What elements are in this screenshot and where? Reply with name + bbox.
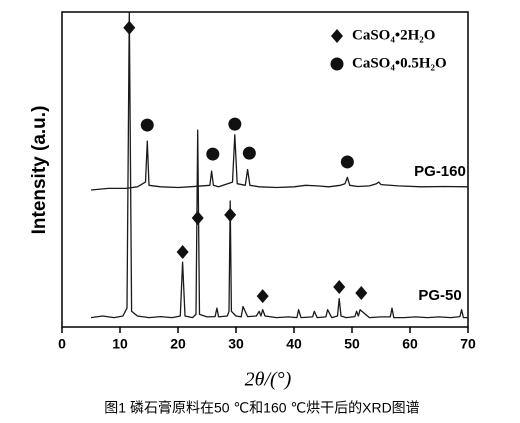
circle-marker [206,147,220,161]
circle-marker [242,146,256,160]
diamond-marker [123,20,136,35]
x-tick-label: 20 [170,336,186,352]
x-axis-label: 2θ/(°) [245,369,292,391]
xrd-line [90,11,468,319]
series-label: PG-160 [414,163,466,180]
diamond-marker [176,245,189,260]
series-label: PG-50 [418,287,461,304]
xrd-line [90,134,469,191]
diamond-marker [333,279,346,294]
circle-marker [340,155,354,169]
x-tick-label: 30 [228,336,244,352]
x-tick-label: 0 [58,336,66,352]
y-axis-label: Intensity (a.u.) [29,106,50,235]
diamond-marker [355,285,368,300]
x-tick-label: 50 [344,336,360,352]
caption: 图1 磷石膏原料在50 ℃和160 ℃烘干后的XRD图谱 [104,400,419,416]
legend-marker [331,29,343,43]
diamond-marker [256,289,269,304]
diamond-marker [191,211,204,226]
legend-label: CaSO₄•2H₂O [352,27,435,43]
x-tick-label: 70 [460,336,476,352]
legend-label: CaSO₄•0.5H₂O [352,55,447,71]
legend-marker [330,57,344,71]
x-tick-label: 10 [112,336,128,352]
x-tick-label: 40 [286,336,302,352]
plot-frame [61,11,469,328]
circle-marker [228,117,242,131]
diamond-marker [224,207,237,222]
circle-marker [140,118,154,132]
x-tick-label: 60 [402,336,418,352]
